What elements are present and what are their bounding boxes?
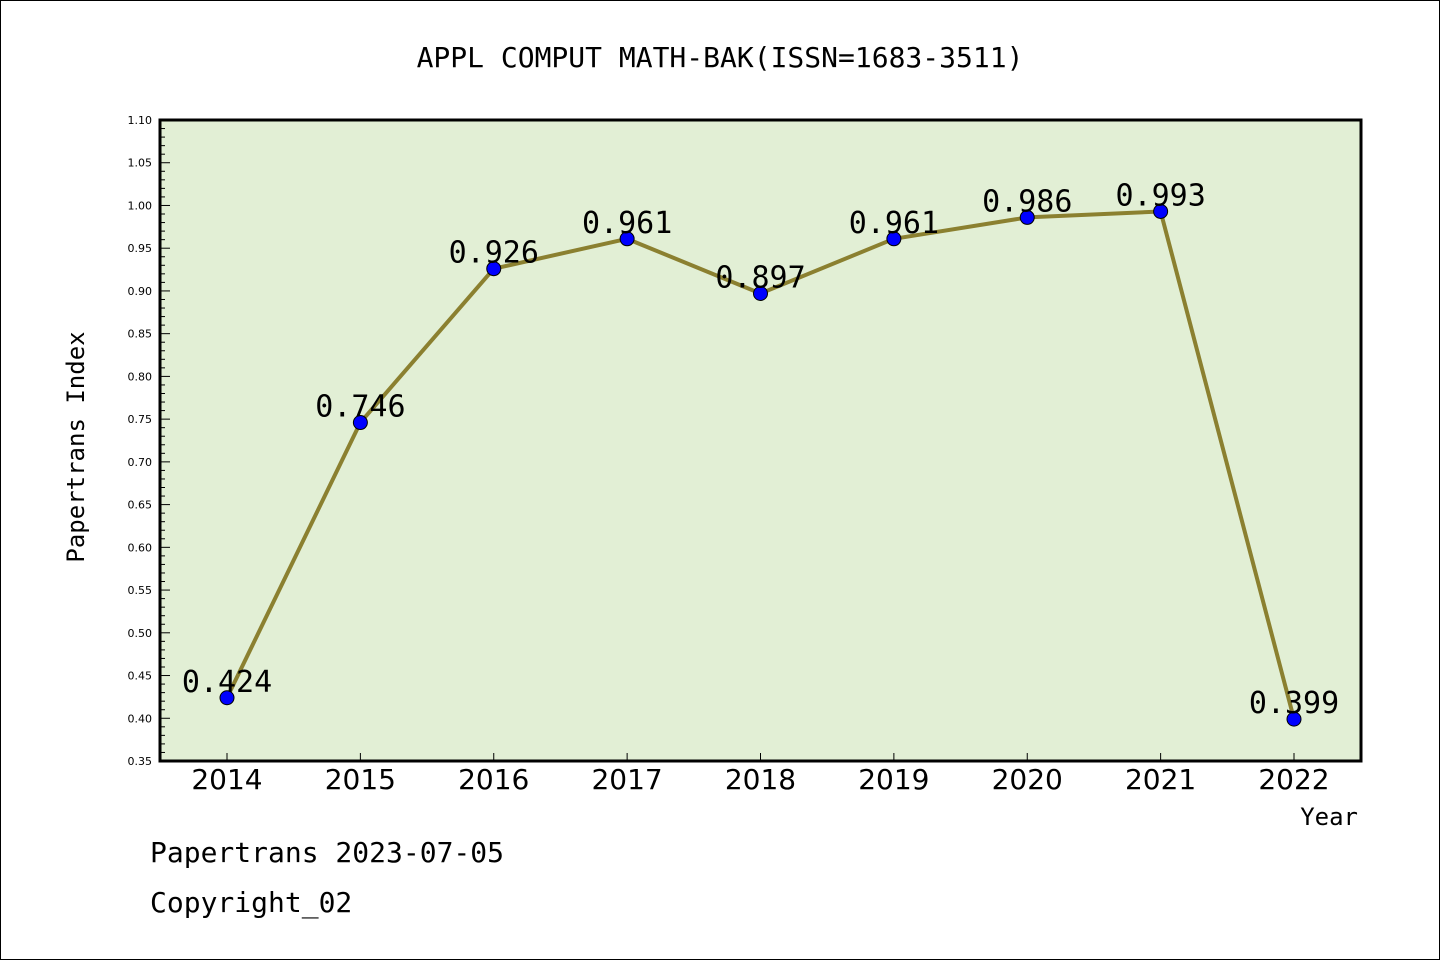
data-point	[619, 231, 635, 247]
x-tick-label: 2016	[458, 763, 529, 796]
y-axis: 0.35 0.40 0.45 0.50 0.55 0.60 0.65 0.70 0.75 0.80…	[128, 114, 170, 768]
x-tick-label: 2015	[325, 763, 396, 796]
footer-date: Papertrans 2023-07-05	[150, 836, 505, 869]
data-point	[1019, 209, 1035, 225]
x-tick-label: 2014	[191, 763, 262, 796]
y-tick-label: 0.60	[128, 541, 153, 554]
data-label: 0.986	[982, 184, 1072, 219]
data-label: 0.993	[1115, 178, 1205, 213]
data-point	[352, 415, 368, 431]
x-tick-label: 2020	[992, 763, 1063, 796]
data-label: 0.961	[582, 206, 672, 241]
x-tick-label: 2021	[1125, 763, 1196, 796]
data-point	[886, 231, 902, 247]
y-tick-label: 0.70	[128, 456, 153, 469]
data-labels: 0.424 0.746 0.926 0.961 0.897 0.961 0.986 0.993…	[182, 178, 1339, 721]
y-tick-label: 0.75	[128, 413, 153, 426]
chart-title: APPL COMPUT MATH-BAK(ISSN=1683-3511)	[417, 41, 1024, 74]
data-point	[219, 690, 235, 706]
data-point	[1153, 203, 1169, 219]
x-axis-label: Year	[1300, 803, 1358, 831]
x-tick-label: 2019	[858, 763, 929, 796]
y-tick-label: 0.45	[128, 670, 153, 683]
data-label: 0.746	[315, 390, 405, 425]
data-label: 0.961	[849, 206, 939, 241]
data-label: 0.424	[182, 665, 272, 700]
y-tick-label: 1.00	[128, 199, 153, 212]
y-tick-label: 0.40	[128, 712, 153, 725]
y-tick-label: 1.05	[128, 157, 153, 170]
x-axis: 2014 2015 2016 2017 2018 2019 2020 2021 2022	[191, 753, 1330, 796]
y-tick-label: 0.55	[128, 584, 153, 597]
y-tick-label: 0.50	[128, 627, 153, 640]
y-tick-label: 0.95	[128, 242, 153, 255]
x-tick-label: 2017	[591, 763, 662, 796]
series-markers	[219, 203, 1302, 727]
footer-copyright: Copyright_02	[150, 886, 353, 919]
y-tick-label: 0.65	[128, 499, 153, 512]
data-point	[753, 285, 768, 301]
y-tick-label: 0.85	[128, 328, 153, 341]
data-point	[486, 261, 502, 277]
data-label: 0.897	[715, 260, 805, 295]
x-tick-label: 2018	[725, 763, 796, 796]
y-axis-label: Papertrans Index	[62, 331, 90, 562]
data-label: 0.399	[1249, 686, 1339, 721]
data-label: 0.926	[449, 236, 539, 271]
x-tick-label: 2022	[1258, 763, 1329, 796]
y-tick-label: 1.10	[128, 114, 153, 127]
data-point	[1286, 711, 1302, 727]
y-tick-label: 0.35	[128, 755, 153, 768]
y-tick-label: 0.80	[128, 370, 153, 383]
plot-area	[158, 118, 1363, 763]
y-tick-label: 0.90	[128, 285, 153, 298]
